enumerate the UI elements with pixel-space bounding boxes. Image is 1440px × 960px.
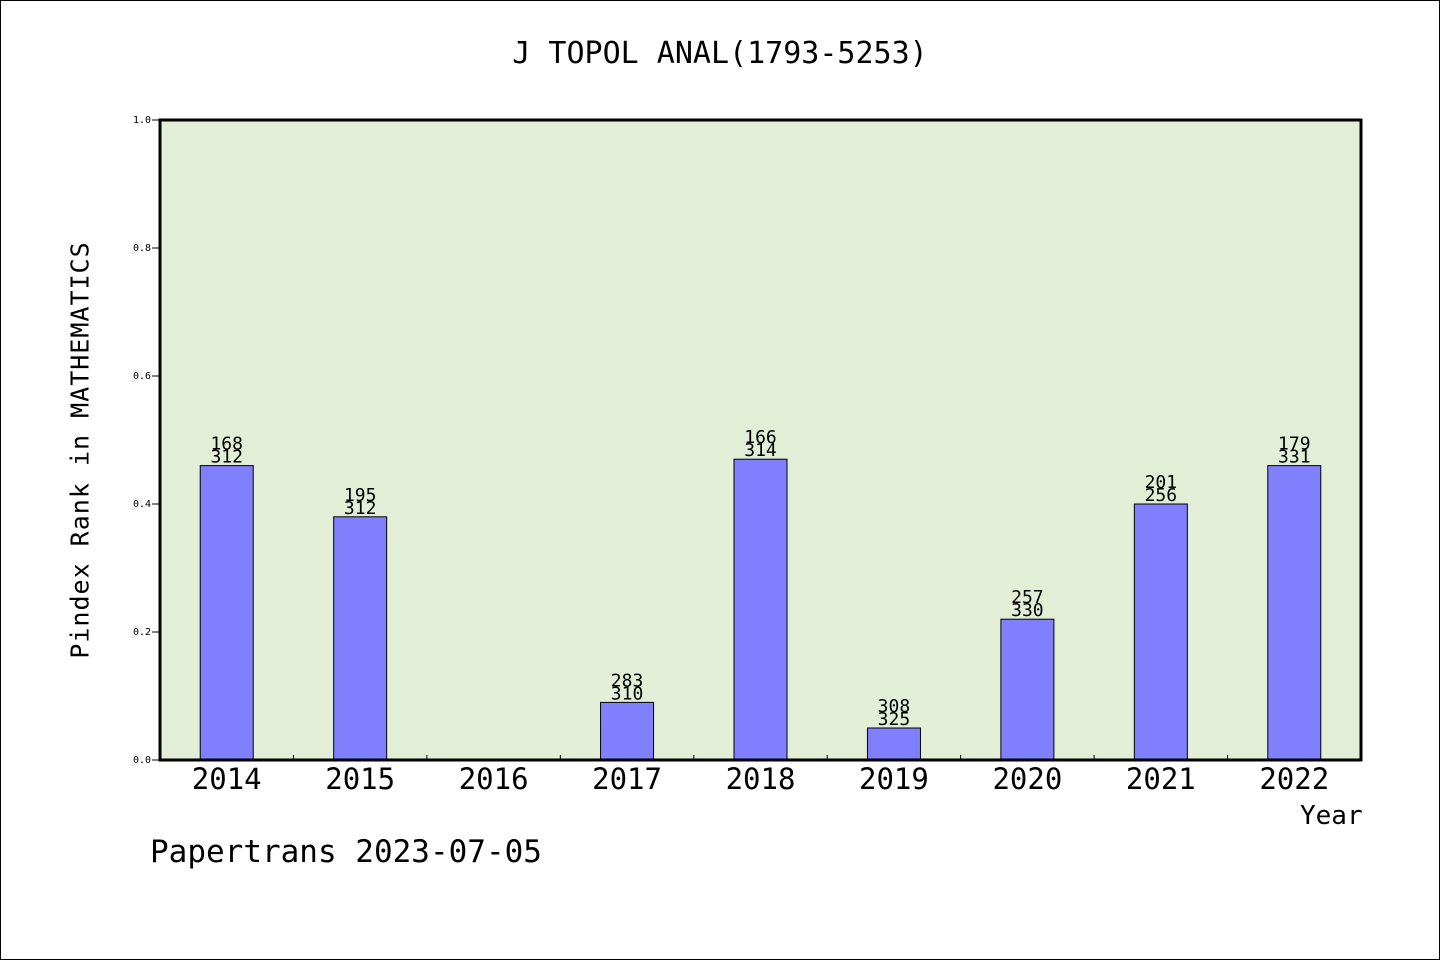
bar-rank-label-2022: 179 [1278,434,1311,455]
bar-total-label-2022: 331 [1278,447,1311,468]
bar-2019 [866,727,921,761]
bar-total-label-2015: 312 [344,498,377,519]
y-tick-label: 0.8 [133,243,151,254]
x-tick-label-2014: 2014 [192,762,262,796]
footer-credit: Papertrans 2023-07-05 [150,834,542,870]
bar-2022 [1267,465,1322,761]
x-axis-label: Year [1300,801,1363,831]
bar-rank-label-2018: 166 [744,427,777,448]
y-tick-label: 0.0 [133,755,151,766]
bar-rank-label-2017: 283 [611,670,644,691]
bar-2018 [733,458,788,761]
y-tick-label: 0.4 [133,499,151,510]
x-tick-label-2018: 2018 [726,762,796,796]
bar-2015 [333,516,388,761]
x-tick-label-2020: 2020 [992,762,1062,796]
x-tick-label-2016: 2016 [459,762,529,796]
bar-total-label-2021: 256 [1145,485,1178,506]
bar-rank-label-2014: 168 [210,434,243,455]
bar-2014 [199,465,254,761]
bar-total-label-2014: 312 [210,447,243,468]
bar-rank-label-2015: 195 [344,485,377,506]
bar-total-label-2018: 314 [744,440,777,461]
x-tick-label-2021: 2021 [1126,762,1196,796]
x-tick-label-2015: 2015 [325,762,395,796]
bar-2017 [600,701,655,761]
x-tick-label-2017: 2017 [592,762,662,796]
bar-rank-label-2020: 257 [1011,587,1044,608]
chart-title: J TOPOL ANAL(1793-5253) [512,36,928,71]
bar-2020 [1000,618,1055,761]
bar-rank-label-2019: 308 [878,696,911,717]
bar-total-label-2017: 310 [611,683,644,704]
bar-total-label-2019: 325 [878,709,911,730]
y-tick-label: 0.2 [133,627,151,638]
x-tick-label-2022: 2022 [1259,762,1329,796]
bar-rank-label-2021: 201 [1145,472,1178,493]
x-tick-label-2019: 2019 [859,762,929,796]
plot-border [158,118,1363,762]
bar-total-label-2020: 330 [1011,600,1044,621]
bar-2021 [1133,503,1188,761]
y-tick-label: 0.6 [133,371,151,382]
y-tick-label: 1.0 [133,115,151,126]
